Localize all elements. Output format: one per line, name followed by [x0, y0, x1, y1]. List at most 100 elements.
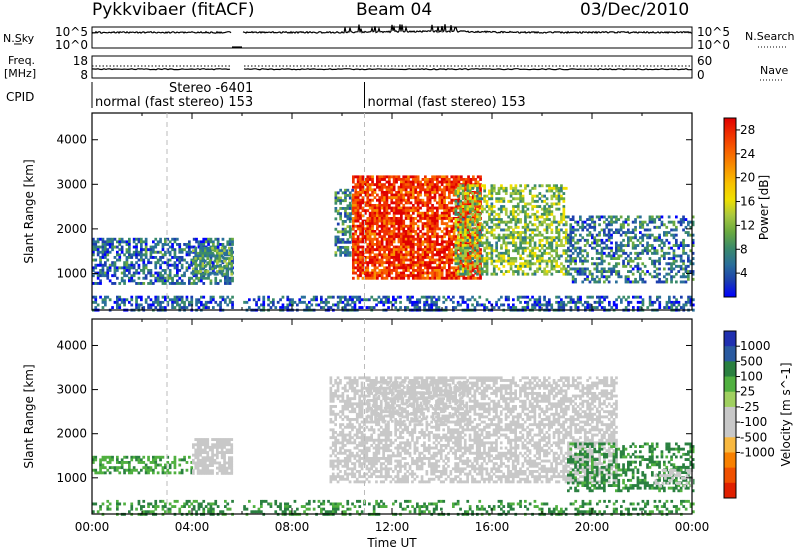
power-panel-cell	[436, 243, 439, 246]
power-panel-cell	[409, 219, 413, 223]
power-panel-cell	[682, 228, 685, 232]
power-panel-cell	[421, 178, 425, 181]
power-panel-cell	[99, 237, 102, 241]
power-panel-cell	[483, 189, 486, 193]
power-panel-cell	[538, 249, 542, 253]
power-panel-cell	[361, 178, 365, 181]
power-panel-cell	[352, 175, 355, 179]
power-panel-cell	[96, 271, 100, 275]
power-panel-cell	[648, 300, 652, 304]
power-panel-cell	[452, 250, 456, 254]
power-panel-cell	[372, 298, 376, 302]
power-panel-cell	[488, 251, 491, 255]
power-panel-cell	[383, 193, 386, 197]
power-panel-cell	[213, 254, 217, 258]
power-panel-cell	[574, 300, 578, 304]
power-panel-cell	[402, 263, 406, 267]
power-panel-cell	[531, 251, 534, 255]
power-panel-cell	[543, 220, 546, 224]
power-panel-cell	[411, 303, 414, 307]
power-panel-cell	[461, 249, 465, 253]
power-panel-cell	[125, 258, 129, 262]
power-panel-cell	[385, 240, 389, 244]
power-panel-cell	[634, 225, 637, 229]
power-panel-cell	[490, 272, 494, 276]
power-panel-cell	[512, 236, 515, 240]
power-panel-cell	[354, 217, 358, 220]
power-panel-cell	[490, 228, 494, 232]
power-panel-cell	[490, 231, 494, 234]
power-panel-cell	[339, 240, 342, 244]
power-panel-cell	[466, 197, 470, 201]
power-panel-cell	[178, 269, 182, 272]
power-panel-cell	[228, 300, 232, 304]
power-panel-cell	[455, 180, 458, 184]
power-panel-cell	[591, 218, 594, 221]
power-panel-cell	[622, 225, 625, 229]
power-panel-cell	[426, 269, 430, 272]
power-panel-cell	[502, 254, 506, 258]
power-panel-cell	[419, 198, 422, 202]
power-panel-cell	[591, 236, 594, 240]
power-panel-cell	[557, 257, 561, 260]
power-panel-cell	[528, 241, 532, 245]
power-panel-cell	[512, 272, 515, 276]
power-panel-cell	[366, 245, 370, 249]
power-panel-cell	[383, 175, 386, 179]
power-panel-cell	[665, 306, 669, 309]
power-panel-cell	[607, 270, 611, 273]
power-panel-cell	[201, 272, 205, 276]
power-panel-cell	[488, 218, 491, 221]
power-panel-cell	[450, 188, 454, 192]
power-panel-cell	[456, 300, 460, 304]
power-panel-cell	[464, 217, 468, 220]
power-panel-cell	[159, 279, 162, 283]
power-panel-cell	[445, 256, 449, 259]
power-panel-cell	[132, 266, 136, 270]
power-panel-cell	[455, 237, 458, 241]
power-panel-cell	[526, 225, 530, 229]
power-panel-cell	[545, 223, 549, 227]
power-panel-cell	[414, 175, 418, 179]
power-panel-cell	[409, 245, 413, 249]
power-panel-cell	[402, 183, 406, 187]
power-panel-cell	[472, 193, 475, 197]
power-panel-cell	[376, 204, 379, 207]
power-panel-cell	[395, 258, 398, 262]
power-panel-cell	[457, 274, 461, 278]
power-panel-cell	[368, 298, 371, 302]
power-panel-cell	[605, 238, 609, 242]
power-panel-cell	[641, 303, 645, 307]
power-panel-cell	[334, 209, 338, 213]
power-panel-cell	[560, 267, 563, 271]
power-panel-cell	[120, 240, 124, 244]
power-panel-cell	[194, 264, 198, 268]
power-panel-cell	[159, 274, 162, 278]
power-panel-cell	[665, 225, 669, 229]
power-panel-cell	[687, 270, 690, 273]
power-panel-cell	[361, 245, 365, 249]
power-panel-cell	[569, 231, 573, 234]
power-panel-cell	[192, 279, 196, 283]
power-panel-cell	[533, 218, 537, 221]
power-panel-cell	[461, 251, 465, 255]
power-panel-cell	[455, 276, 458, 280]
power-panel-cell	[346, 246, 350, 249]
power-panel-cell	[356, 261, 360, 265]
power-panel-cell	[500, 303, 503, 307]
power-panel-cell	[476, 175, 480, 179]
power-panel-cell	[178, 261, 182, 265]
power-panel-cell	[216, 303, 220, 307]
power-panel-cell	[407, 217, 410, 220]
power-panel-cell	[424, 175, 427, 179]
power-panel-cell	[490, 186, 494, 190]
power-panel-cell	[404, 214, 408, 218]
power-panel-cell	[545, 207, 549, 211]
power-panel-cell	[104, 300, 107, 304]
power-panel-cell	[485, 238, 489, 242]
power-panel-cell	[419, 188, 422, 192]
power-panel-cell	[485, 228, 489, 232]
power-panel-cell	[536, 199, 539, 203]
power-panel-cell	[509, 192, 513, 195]
power-panel-cell	[388, 222, 391, 226]
